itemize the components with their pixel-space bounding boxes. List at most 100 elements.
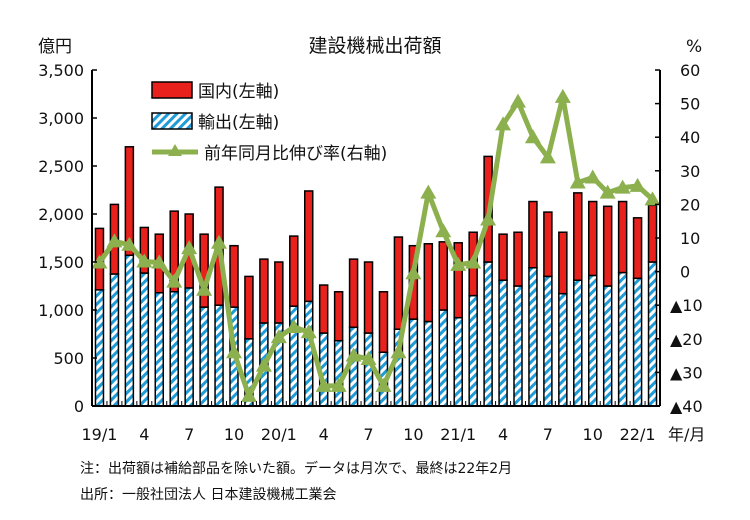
x-tick-label: 10 <box>583 425 603 444</box>
bar-export <box>453 316 463 407</box>
x-tick-label: 7 <box>543 425 553 444</box>
bar-domestic <box>244 275 254 340</box>
source-text: 出所：一般社団法人 日本建設機械工業会 <box>80 487 337 503</box>
bar-domestic <box>573 192 583 281</box>
growth-point <box>300 324 317 339</box>
bar-domestic <box>259 258 269 324</box>
bar-export <box>214 304 224 407</box>
chart-title: 建設機械出荷額 <box>308 35 441 57</box>
bar-export <box>423 320 434 407</box>
bar-export <box>184 287 194 407</box>
bar-export <box>558 292 568 407</box>
bar-domestic <box>558 231 568 295</box>
bar-export <box>169 291 179 407</box>
bar-export <box>94 289 105 407</box>
growth-point <box>435 223 452 238</box>
bar-domestic <box>587 200 598 277</box>
growth-point <box>629 177 646 192</box>
bar-domestic <box>363 261 374 334</box>
bar-domestic <box>333 291 344 342</box>
bar-export <box>617 271 628 407</box>
growth-point <box>151 254 168 269</box>
bar-domestic <box>632 217 643 280</box>
growth-point <box>644 191 661 206</box>
bar-domestic <box>423 243 434 323</box>
growth-point <box>226 344 242 359</box>
bar-domestic <box>393 236 404 330</box>
left-tick-label: 1,000 <box>38 301 84 320</box>
x-tick-label: 7 <box>363 425 373 444</box>
legend-label-growth: 前年同月比伸び率(右軸) <box>204 144 387 164</box>
x-tick-label: 4 <box>139 425 149 444</box>
bar-export <box>498 279 508 407</box>
growth-point <box>196 281 213 296</box>
growth-point <box>584 169 601 184</box>
growth-point <box>166 273 183 288</box>
growth-point <box>345 347 362 362</box>
right-tick-label: ▲10 <box>670 296 703 315</box>
right-tick-label: 10 <box>680 229 700 248</box>
left-tick-label: 0 <box>74 397 84 416</box>
bar-export <box>363 332 374 407</box>
legend-label-domestic: 国内(左軸) <box>198 82 279 102</box>
bar-export <box>124 254 135 407</box>
bar-domestic <box>139 226 150 274</box>
growth-point <box>136 253 153 268</box>
bar-domestic <box>617 200 628 274</box>
growth-point <box>420 184 437 199</box>
bar-domestic <box>438 241 449 311</box>
growth-line <box>97 94 655 399</box>
left-tick-label: 2,000 <box>38 205 84 224</box>
bar-domestic <box>513 231 523 287</box>
growth-point <box>524 129 541 144</box>
growth-point <box>569 174 586 189</box>
bar-domestic <box>543 211 553 278</box>
growth-point <box>181 240 198 255</box>
growth-point <box>390 344 407 359</box>
x-tick-label: 10 <box>224 425 244 444</box>
bar-export <box>408 318 419 407</box>
bar-export <box>573 279 583 407</box>
bar-export <box>587 274 598 407</box>
left-tick-label: 3,000 <box>38 109 84 128</box>
x-tick-label: 7 <box>184 425 194 444</box>
growth-point <box>91 254 108 269</box>
growth-point <box>599 184 616 199</box>
bar-export <box>468 294 478 407</box>
bar-domestic <box>124 146 135 257</box>
right-tick-label: ▲20 <box>670 330 703 349</box>
bar-domestic <box>453 242 463 319</box>
x-tick-label: 19/1 <box>82 425 118 444</box>
right-tick-label: 60 <box>680 61 700 80</box>
bar-export <box>438 309 449 407</box>
legend: 国内(左軸) 輸出(左軸) 前年同月比伸び率(右軸) <box>151 81 387 164</box>
growth-point <box>315 377 332 392</box>
bar-export <box>109 273 120 407</box>
growth-point <box>211 234 228 249</box>
growth-point <box>240 387 257 402</box>
note-text: 注：出荷額は補給部品を除いた額。データは月次で、最終は22年2月 <box>80 461 513 477</box>
right-tick-label: 20 <box>680 195 700 214</box>
left-tick-label: 3,500 <box>38 61 84 80</box>
bar-domestic <box>169 210 179 293</box>
bar-export <box>632 277 643 407</box>
bar-domestic <box>647 204 658 263</box>
growth-point <box>330 377 347 392</box>
bar-domestic <box>602 205 613 287</box>
chart-svg: 建設機械出荷額 億円 % 年/月 05001,0001,5002,0002,50… <box>38 35 705 444</box>
legend-label-export: 輸出(左軸) <box>198 113 279 133</box>
bar-domestic <box>274 261 284 324</box>
growth-point <box>465 254 482 269</box>
right-tick-label: ▲30 <box>670 363 703 382</box>
x-tick-label: 21/1 <box>440 425 476 444</box>
growth-point <box>614 179 631 194</box>
bar-export <box>647 261 658 407</box>
bar-export <box>483 261 493 407</box>
right-tick-label: 30 <box>680 162 700 181</box>
right-axis-unit: % <box>686 37 702 57</box>
left-tick-label: 1,500 <box>38 253 84 272</box>
growth-point <box>405 265 422 280</box>
legend-swatch-export <box>151 112 193 130</box>
x-tick-label: 4 <box>498 425 508 444</box>
